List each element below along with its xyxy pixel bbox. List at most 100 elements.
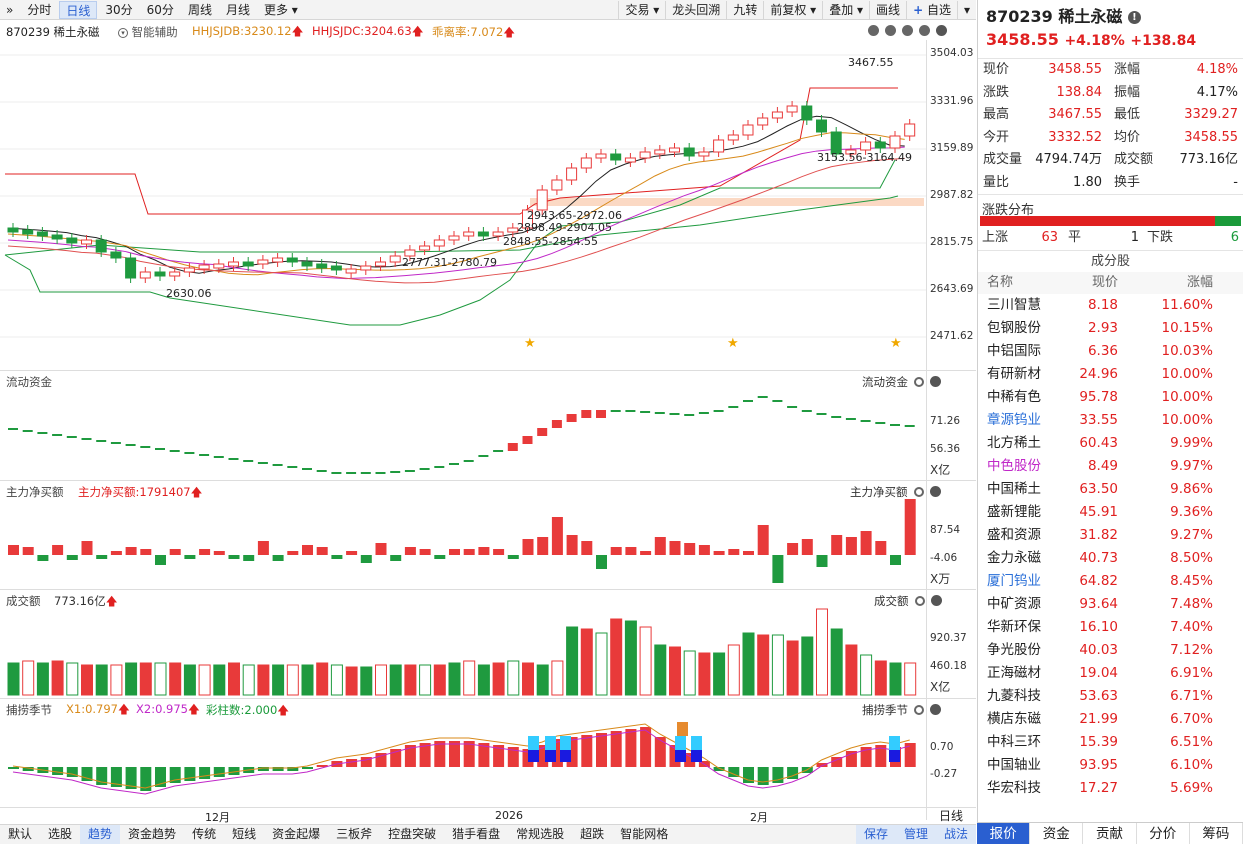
save-button[interactable]: 保存 — [855, 825, 896, 844]
season-bar — [22, 767, 34, 771]
stock-price: 95.78 — [1079, 389, 1118, 405]
season-bar — [66, 767, 78, 777]
nine-turn-button[interactable]: 九转 — [726, 0, 763, 19]
list-item[interactable]: 金力永磁 40.73 8.50% — [978, 547, 1243, 570]
gear-icon[interactable] — [914, 705, 924, 715]
list-item[interactable]: 章源钨业 33.55 10.00% — [978, 409, 1243, 432]
settings-icon[interactable] — [902, 25, 913, 36]
strategy-tabbar: 默认 选股 趋势 资金趋势 传统 短线 资金起爆 三板斧 控盘突破 猎手看盘 常… — [0, 824, 976, 844]
list-item[interactable]: 中矿资源 93.64 7.48% — [978, 593, 1243, 616]
stock-name: 正海磁材 — [987, 665, 1041, 681]
collapse-icon[interactable]: » — [6, 2, 14, 17]
stock-name: 中稀有色 — [987, 389, 1041, 405]
period-60min[interactable]: 60分 — [146, 2, 174, 17]
period-30min[interactable]: 30分 — [105, 2, 133, 17]
list-item[interactable]: 九菱科技 53.63 6.71% — [978, 685, 1243, 708]
minus-circle-icon[interactable] — [885, 25, 896, 36]
list-item[interactable]: 正海磁材 19.04 6.91% — [978, 662, 1243, 685]
leader-review-button[interactable]: 龙头回溯 — [665, 0, 726, 19]
tab-chips[interactable]: 筹码 — [1190, 823, 1243, 844]
adjust-dropdown[interactable]: 前复权 ▾ — [763, 0, 822, 19]
mainforce-bar — [845, 537, 857, 555]
stock-change: 5.69% — [1170, 780, 1213, 796]
tab-stock-pick[interactable]: 选股 — [48, 827, 73, 841]
list-item[interactable]: 中稀有色 95.78 10.00% — [978, 386, 1243, 409]
tab-fund-burst[interactable]: 资金起爆 — [272, 827, 321, 841]
watchlist-dropdown-icon[interactable]: ▾ — [956, 0, 976, 19]
overlay-dropdown[interactable]: 叠加 ▾ — [822, 0, 869, 19]
help-icon[interactable] — [919, 25, 930, 36]
season-bar — [463, 741, 475, 767]
tab-contribution[interactable]: 贡献 — [1083, 823, 1137, 844]
tab-regular-pick[interactable]: 常规选股 — [516, 827, 565, 841]
stock-change: 11.60% — [1161, 297, 1213, 313]
list-item[interactable]: 北方稀土 60.43 9.99% — [978, 432, 1243, 455]
list-item[interactable]: 盛新锂能 45.91 9.36% — [978, 501, 1243, 524]
mainforce-bar — [110, 551, 122, 555]
period-intraday[interactable]: 分时 — [27, 2, 52, 17]
list-item[interactable]: 中国轴业 93.95 6.10% — [978, 754, 1243, 777]
close-icon[interactable] — [936, 25, 947, 36]
tab-short-term[interactable]: 短线 — [232, 827, 257, 841]
gear-icon[interactable] — [914, 596, 925, 606]
header-price[interactable]: 现价 — [1091, 275, 1118, 290]
add-watchlist-button[interactable]: + 自选 — [906, 0, 957, 19]
draw-line-button[interactable]: 画线 — [869, 0, 906, 19]
up-label: 上涨 — [982, 230, 1009, 245]
tab-default[interactable]: 默认 — [8, 827, 33, 841]
close-icon[interactable] — [929, 486, 941, 497]
list-item[interactable]: 中国稀土 63.50 9.86% — [978, 478, 1243, 501]
stock-name: 北方稀土 — [987, 435, 1041, 451]
list-item[interactable]: 盛和资源 31.82 9.27% — [978, 524, 1243, 547]
list-item[interactable]: 华新环保 16.10 7.40% — [978, 616, 1243, 639]
tab-fund-trend[interactable]: 资金趋势 — [128, 827, 177, 841]
tab-hunter[interactable]: 猎手看盘 — [452, 827, 501, 841]
tab-oversold[interactable]: 超跌 — [580, 827, 605, 841]
list-item[interactable]: 厦门钨业 64.82 8.45% — [978, 570, 1243, 593]
smart-assist-toggle[interactable]: ▾ 智能辅助 — [118, 24, 178, 40]
list-item[interactable]: 包钢股份 2.93 10.15% — [978, 317, 1243, 340]
period-monthly[interactable]: 月线 — [225, 2, 250, 17]
list-item[interactable]: 争光股份 40.03 7.12% — [978, 639, 1243, 662]
quote-title: 870239 稀土永磁 ! — [978, 0, 1243, 30]
tab-fund[interactable]: 资金 — [1030, 823, 1084, 844]
tab-smart-grid[interactable]: 智能网格 — [620, 827, 669, 841]
turnover-bar — [22, 660, 35, 696]
tab-three-axes[interactable]: 三板斧 — [336, 827, 373, 841]
chart-canvas[interactable]: ★ ★ ★ — [0, 40, 926, 820]
close-icon[interactable] — [930, 595, 942, 606]
gear-icon[interactable] — [914, 377, 924, 387]
tab-price-distribution[interactable]: 分价 — [1137, 823, 1190, 844]
list-item[interactable]: 三川智慧 8.18 11.60% — [978, 294, 1243, 317]
list-item[interactable]: 横店东磁 21.99 6.70% — [978, 708, 1243, 731]
close-icon[interactable] — [930, 704, 941, 715]
trade-dropdown[interactable]: 交易 ▾ — [618, 0, 665, 19]
manage-button[interactable]: 管理 — [895, 825, 936, 844]
tab-trend[interactable]: 趋势 — [80, 825, 121, 844]
candle — [860, 141, 872, 151]
header-change[interactable]: 涨幅 — [1186, 275, 1213, 290]
gear-icon[interactable] — [913, 487, 924, 497]
season-x1: X1:0.797🡅 — [66, 702, 130, 721]
tab-quote[interactable]: 报价 — [977, 823, 1031, 844]
tactics-button[interactable]: 战法 — [935, 825, 976, 844]
list-item[interactable]: 华宏科技 17.27 5.69% — [978, 777, 1243, 800]
tab-traditional[interactable]: 传统 — [192, 827, 217, 841]
list-item[interactable]: 中铝国际 6.36 10.03% — [978, 340, 1243, 363]
list-item[interactable]: 中色股份 8.49 9.97% — [978, 455, 1243, 478]
stock-name: 中科三环 — [987, 734, 1041, 750]
header-name[interactable]: 名称 — [987, 275, 1014, 290]
period-more-dropdown[interactable]: 更多 ▾ — [263, 2, 298, 17]
add-circle-icon[interactable] — [868, 25, 879, 36]
y-label: 87.54 — [930, 524, 961, 536]
season-highlight — [675, 736, 686, 750]
info-icon[interactable]: ! — [1127, 11, 1141, 24]
tab-control-breakout[interactable]: 控盘突破 — [388, 827, 437, 841]
period-daily[interactable]: 日线 — [59, 0, 98, 19]
candle — [286, 257, 298, 263]
list-item[interactable]: 中科三环 15.39 6.51% — [978, 731, 1243, 754]
list-item[interactable]: 有研新材 24.96 10.00% — [978, 363, 1243, 386]
liquidity-mark — [875, 422, 886, 424]
period-weekly[interactable]: 周线 — [187, 2, 212, 17]
close-icon[interactable] — [930, 376, 941, 387]
